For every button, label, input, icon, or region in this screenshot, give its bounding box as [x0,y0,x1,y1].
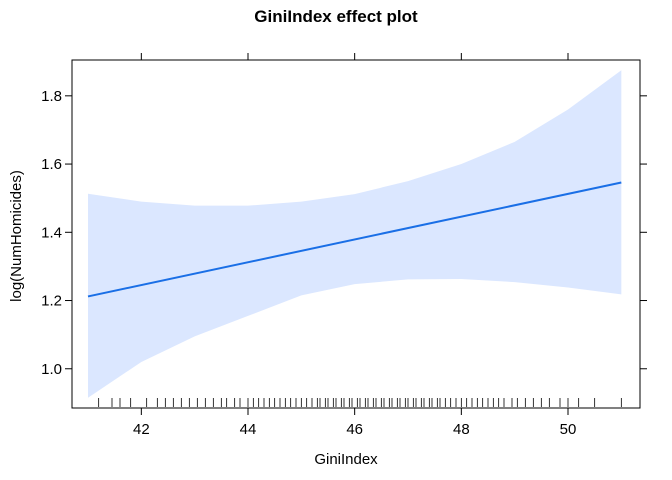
x-tick-label-1: 44 [240,421,257,438]
chart-title: GiniIndex effect plot [254,7,418,26]
x-tick-label-2: 46 [346,421,363,438]
y-axis-label: log(NumHomicides) [8,170,25,302]
x-axis-label: GiniIndex [314,451,378,468]
y-tick-label-1: 1.2 [41,293,62,310]
y-tick-label-4: 1.8 [41,88,62,105]
x-tick-label-0: 42 [133,421,150,438]
confidence-band [88,70,622,398]
plot-area: 42 44 46 48 50 1.0 1.2 1.4 1.6 1.8 [41,53,647,438]
y-tick-label-0: 1.0 [41,361,62,378]
plot-frame [71,59,641,409]
y-tick-label-3: 1.6 [41,156,62,173]
x-tick-label-4: 50 [560,421,577,438]
x-tick-label-3: 48 [453,421,470,438]
y-tick-label-2: 1.4 [41,224,62,241]
fit-line-0 [87,181,622,298]
